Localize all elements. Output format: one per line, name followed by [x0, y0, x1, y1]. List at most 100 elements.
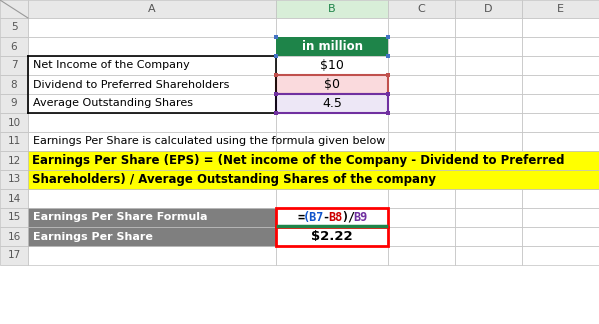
- Bar: [0, 113, 28, 132]
- Bar: [455, 0, 522, 18]
- Bar: [455, 37, 522, 56]
- Text: E: E: [557, 4, 564, 14]
- Bar: [386, 54, 390, 58]
- Text: Earnings Per Share Formula: Earnings Per Share Formula: [33, 213, 207, 223]
- Bar: [386, 73, 390, 77]
- Bar: [388, 18, 455, 37]
- Text: 4.5: 4.5: [322, 97, 342, 110]
- Bar: [386, 54, 390, 58]
- Bar: [276, 189, 388, 208]
- Bar: [455, 189, 522, 208]
- Bar: [0, 208, 28, 227]
- Text: 6: 6: [11, 41, 17, 52]
- Bar: [0, 170, 28, 189]
- Bar: [388, 227, 455, 246]
- Bar: [274, 73, 278, 77]
- Text: $10: $10: [320, 59, 344, 72]
- Text: 5: 5: [11, 22, 17, 32]
- Bar: [28, 151, 276, 170]
- Text: Earnings Per Share (EPS) = (Net income of the Company - Dividend to Preferred: Earnings Per Share (EPS) = (Net income o…: [32, 154, 564, 167]
- Bar: [522, 75, 599, 94]
- Text: 14: 14: [7, 193, 20, 203]
- Bar: [276, 0, 388, 18]
- Bar: [388, 0, 455, 18]
- Bar: [522, 56, 599, 75]
- Bar: [388, 170, 455, 189]
- Text: =: =: [298, 211, 304, 224]
- Bar: [28, 170, 599, 189]
- Text: B: B: [328, 4, 336, 14]
- Bar: [274, 73, 278, 77]
- Bar: [0, 37, 28, 56]
- Bar: [455, 56, 522, 75]
- Text: B8: B8: [328, 211, 342, 224]
- Bar: [455, 94, 522, 113]
- Text: 17: 17: [7, 250, 20, 260]
- Bar: [455, 18, 522, 37]
- Bar: [522, 0, 599, 18]
- Bar: [0, 246, 28, 265]
- Bar: [274, 92, 278, 96]
- Text: D: D: [484, 4, 493, 14]
- Text: 7: 7: [11, 61, 17, 71]
- Text: -: -: [322, 211, 329, 224]
- Bar: [455, 113, 522, 132]
- Bar: [522, 208, 599, 227]
- Bar: [386, 92, 390, 96]
- Bar: [276, 246, 388, 265]
- Bar: [28, 208, 276, 227]
- Bar: [522, 113, 599, 132]
- Bar: [28, 151, 599, 170]
- Bar: [522, 246, 599, 265]
- Text: Shareholders) / Average Outstanding Shares of the company: Shareholders) / Average Outstanding Shar…: [32, 173, 436, 186]
- Bar: [388, 132, 455, 151]
- Bar: [0, 189, 28, 208]
- Bar: [276, 94, 388, 113]
- Bar: [28, 37, 276, 56]
- Bar: [276, 227, 388, 246]
- Bar: [276, 151, 388, 170]
- Bar: [386, 92, 390, 96]
- Text: 10: 10: [7, 118, 20, 128]
- Bar: [0, 0, 28, 18]
- Bar: [522, 132, 599, 151]
- Text: Dividend to Preferred Shareholders: Dividend to Preferred Shareholders: [33, 79, 229, 89]
- Text: A: A: [148, 4, 156, 14]
- Bar: [28, 113, 276, 132]
- Bar: [522, 18, 599, 37]
- Text: Earnings Per Share is calculated using the formula given below: Earnings Per Share is calculated using t…: [33, 136, 385, 146]
- Bar: [276, 170, 388, 189]
- Bar: [28, 75, 276, 94]
- Bar: [274, 111, 278, 115]
- Bar: [276, 208, 388, 227]
- Text: 15: 15: [7, 213, 20, 223]
- Bar: [28, 170, 276, 189]
- Bar: [388, 37, 455, 56]
- Bar: [522, 37, 599, 56]
- Bar: [28, 227, 276, 246]
- Bar: [388, 151, 455, 170]
- Text: Net Income of the Company: Net Income of the Company: [33, 61, 190, 71]
- Bar: [274, 35, 278, 39]
- Bar: [388, 113, 455, 132]
- Bar: [0, 132, 28, 151]
- Bar: [522, 227, 599, 246]
- Text: /: /: [347, 211, 354, 224]
- Text: 11: 11: [7, 136, 20, 146]
- Bar: [386, 35, 390, 39]
- Bar: [388, 56, 455, 75]
- Bar: [386, 73, 390, 77]
- Bar: [28, 189, 276, 208]
- Bar: [274, 54, 278, 58]
- Bar: [276, 56, 388, 75]
- Bar: [455, 246, 522, 265]
- Text: 9: 9: [11, 98, 17, 109]
- Bar: [0, 94, 28, 113]
- Text: B9: B9: [353, 211, 367, 224]
- Bar: [388, 75, 455, 94]
- Bar: [276, 113, 388, 132]
- Bar: [276, 18, 388, 37]
- Bar: [522, 151, 599, 170]
- Text: 8: 8: [11, 79, 17, 89]
- Bar: [276, 94, 388, 113]
